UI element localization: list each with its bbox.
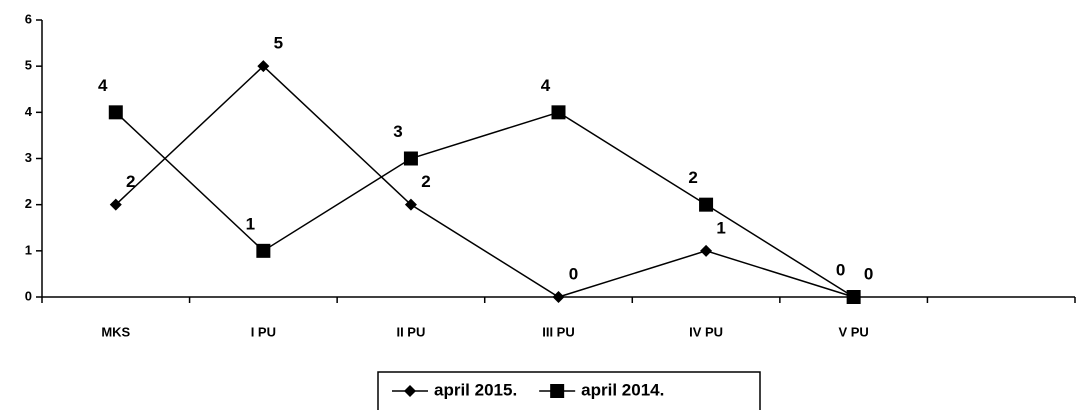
- x-tick-label: IV PU: [689, 324, 723, 339]
- data-label: 4: [98, 76, 108, 95]
- marker: [552, 291, 565, 303]
- y-tick-label: 6: [25, 11, 32, 26]
- x-tick-label: MKS: [101, 324, 130, 339]
- marker: [699, 197, 714, 212]
- marker: [404, 198, 417, 211]
- y-tick-label: 1: [25, 242, 32, 257]
- marker: [550, 384, 565, 398]
- data-label: 2: [126, 172, 135, 191]
- x-tick-label: I PU: [251, 324, 276, 339]
- marker: [700, 244, 713, 257]
- data-label: 3: [393, 122, 402, 141]
- data-label: 0: [569, 264, 578, 283]
- marker: [404, 385, 416, 397]
- x-tick-label: V PU: [838, 324, 868, 339]
- data-label: 1: [246, 214, 255, 233]
- marker: [846, 290, 861, 304]
- series-line: [115, 65, 854, 298]
- marker: [257, 60, 270, 73]
- x-tick-label: III PU: [542, 324, 575, 339]
- marker: [403, 151, 418, 166]
- marker: [551, 105, 566, 120]
- data-label: 2: [421, 172, 430, 191]
- data-label: 0: [864, 264, 873, 283]
- legend-label: april 2014.: [581, 380, 664, 399]
- series-line: [115, 111, 855, 298]
- marker: [108, 105, 123, 120]
- data-label: 1: [716, 218, 725, 237]
- y-tick-label: 3: [25, 150, 32, 165]
- data-label: 4: [541, 76, 551, 95]
- y-tick-label: 2: [25, 196, 32, 211]
- x-tick-label: II PU: [396, 324, 425, 339]
- y-tick-label: 4: [25, 104, 33, 119]
- marker: [109, 198, 122, 211]
- data-label: 0: [836, 260, 845, 279]
- data-label: 2: [688, 168, 697, 187]
- y-tick-label: 5: [25, 58, 32, 73]
- marker: [256, 243, 271, 258]
- data-label: 5: [274, 34, 283, 53]
- legend-label: april 2015.: [434, 380, 517, 399]
- y-tick-label: 0: [25, 288, 32, 303]
